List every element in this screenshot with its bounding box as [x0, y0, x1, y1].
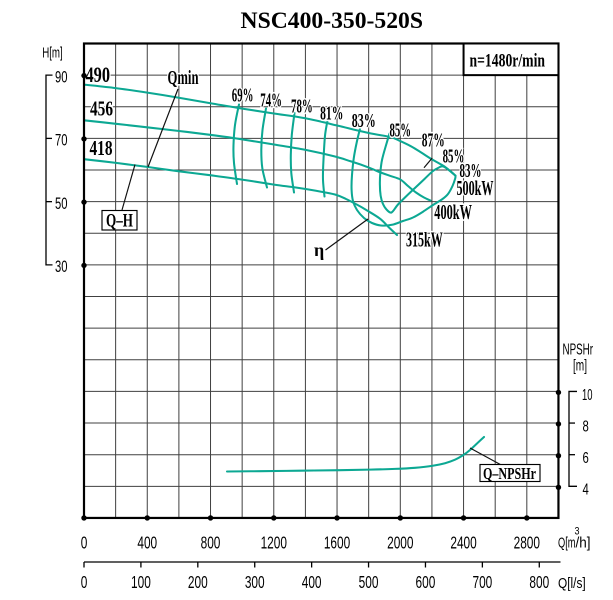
svg-text:69%: 69% [232, 84, 254, 106]
svg-text:83%: 83% [352, 110, 376, 132]
svg-text:NPSHr: NPSHr [563, 341, 594, 358]
svg-text:500kW: 500kW [457, 176, 494, 200]
svg-text:74%: 74% [260, 90, 282, 112]
svg-text:800: 800 [201, 532, 221, 552]
svg-text:H[m]: H[m] [42, 46, 63, 62]
svg-text:85%: 85% [443, 146, 465, 168]
svg-text:100: 100 [131, 572, 151, 592]
svg-text:400kW: 400kW [434, 200, 472, 224]
svg-text:Qmin: Qmin [168, 68, 199, 89]
svg-text:400: 400 [302, 572, 322, 592]
svg-text:8: 8 [583, 418, 589, 435]
svg-text:3: 3 [575, 526, 580, 538]
svg-text:30: 30 [55, 258, 68, 276]
svg-text:η: η [314, 240, 324, 260]
svg-text:315kW: 315kW [406, 227, 443, 251]
svg-text:83%: 83% [460, 160, 482, 182]
svg-text:Q[l/s]: Q[l/s] [558, 575, 586, 592]
svg-text:1200: 1200 [261, 532, 288, 552]
svg-text:/h]: /h] [576, 535, 591, 552]
svg-text:0: 0 [81, 572, 88, 592]
svg-text:2400: 2400 [450, 532, 477, 552]
svg-text:n=1480r/min: n=1480r/min [470, 52, 546, 72]
svg-text:74%: 74% [260, 90, 282, 112]
svg-text:85%: 85% [390, 119, 412, 141]
svg-text:456: 456 [90, 96, 113, 120]
svg-text:85%: 85% [443, 146, 465, 168]
svg-text:50: 50 [55, 195, 68, 213]
svg-text:700: 700 [472, 572, 492, 592]
svg-text:2000: 2000 [387, 532, 414, 552]
svg-text:85%: 85% [390, 119, 412, 141]
svg-text:Q–H: Q–H [106, 211, 133, 231]
svg-text:70: 70 [55, 132, 68, 150]
svg-text:418: 418 [90, 136, 113, 160]
svg-text:800: 800 [529, 572, 549, 592]
svg-text:490: 490 [86, 62, 111, 87]
svg-text:83%: 83% [460, 160, 482, 182]
svg-text:10: 10 [582, 387, 593, 404]
svg-text:1600: 1600 [324, 532, 351, 552]
svg-text:81%: 81% [320, 103, 343, 125]
svg-text:[m]: [m] [573, 358, 587, 375]
svg-text:87%: 87% [422, 129, 445, 151]
svg-text:400: 400 [137, 532, 157, 552]
svg-text:Q[m: Q[m [558, 535, 576, 552]
svg-text:600: 600 [416, 572, 436, 592]
svg-text:418: 418 [90, 136, 113, 160]
svg-text:4: 4 [583, 482, 589, 499]
svg-text:Qmin: Qmin [168, 68, 199, 89]
svg-text:2800: 2800 [514, 532, 541, 552]
svg-text:78%: 78% [291, 96, 313, 118]
svg-text:6: 6 [583, 450, 589, 467]
svg-text:NSC400-350-520S: NSC400-350-520S [241, 8, 424, 34]
svg-text:69%: 69% [232, 84, 254, 106]
svg-text:315kW: 315kW [406, 227, 443, 251]
svg-text:456: 456 [90, 96, 113, 120]
svg-text:0: 0 [81, 532, 88, 552]
svg-text:83%: 83% [352, 110, 376, 132]
svg-text:300: 300 [245, 572, 265, 592]
svg-text:87%: 87% [422, 129, 445, 151]
svg-text:200: 200 [188, 572, 208, 592]
svg-text:η: η [314, 240, 324, 260]
svg-text:400kW: 400kW [434, 200, 472, 224]
svg-text:78%: 78% [291, 96, 313, 118]
svg-text:81%: 81% [320, 103, 343, 125]
svg-text:500: 500 [359, 572, 379, 592]
svg-text:500kW: 500kW [457, 176, 494, 200]
svg-text:490: 490 [86, 62, 111, 87]
svg-text:90: 90 [55, 68, 68, 86]
svg-text:Q–NPSHr: Q–NPSHr [483, 464, 536, 483]
